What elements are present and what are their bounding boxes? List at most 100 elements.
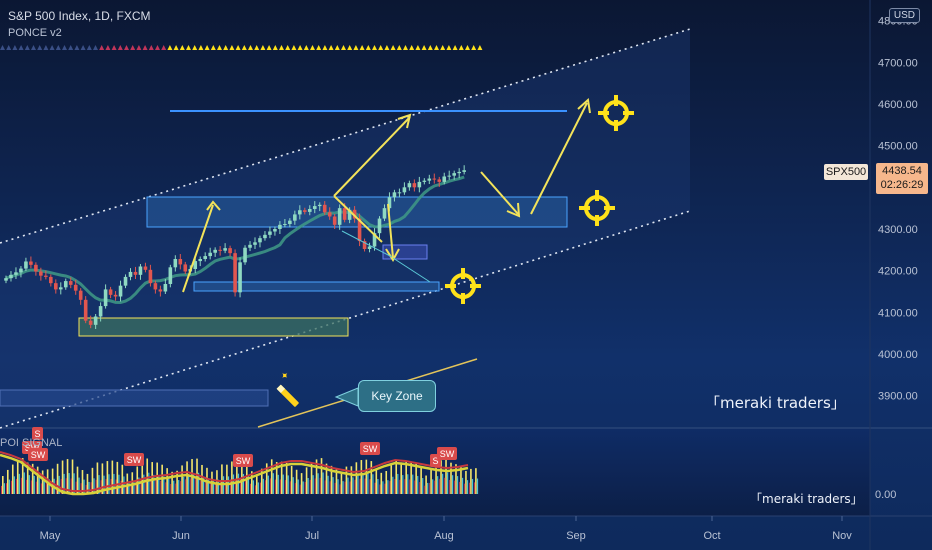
oscillator-bar-secondary [3, 483, 5, 494]
oscillator-bar [475, 468, 477, 494]
oscillator-bar-tertiary [130, 484, 132, 494]
oscillator-bar [231, 461, 233, 494]
oscillator-bar-tertiary [409, 479, 411, 494]
price-tick-label: 4500.00 [878, 141, 918, 153]
candle-body [422, 180, 427, 182]
support-zone[interactable] [193, 281, 440, 292]
oscillator-bar-tertiary [404, 479, 406, 494]
candle-body [173, 258, 178, 268]
oscillator-bar [76, 466, 79, 494]
candle-body [278, 224, 282, 229]
oscillator-bar [16, 460, 19, 494]
oscillator-bar-tertiary [1, 485, 2, 494]
oscillator-bar-tertiary [125, 484, 127, 494]
projection-arrows [182, 98, 591, 293]
candle-body [447, 175, 452, 177]
signal-triangle [37, 45, 43, 50]
signal-triangle [55, 45, 61, 50]
signal-triangle [49, 45, 55, 50]
signal-triangle [260, 45, 266, 50]
oscillator-bar-secondary [262, 478, 264, 494]
oscillator-bar-secondary [302, 481, 304, 494]
oscillator-bar-secondary [297, 479, 299, 494]
candle-body [14, 272, 18, 275]
oscillator-bar-secondary [113, 473, 115, 494]
oscillator-bar-secondary [362, 473, 364, 494]
oscillator-bar-tertiary [469, 482, 471, 494]
currency-button[interactable]: USD [888, 8, 920, 23]
time-tick-label: Aug [434, 530, 454, 542]
oscillator-bar-secondary [73, 473, 75, 494]
oscillator-bar-secondary [168, 478, 170, 494]
small-zone[interactable] [382, 244, 428, 260]
candle-body [248, 244, 252, 248]
oscillator-bar-tertiary [205, 482, 207, 494]
oscillator-bar-tertiary [160, 480, 162, 494]
oscillator-bar-tertiary [250, 483, 251, 494]
signal-badge-text: SW [440, 449, 455, 459]
signal-triangle [148, 45, 154, 50]
oscillator-bar-tertiary [15, 478, 17, 494]
oscillator-bar-secondary [48, 479, 50, 494]
demand-zone[interactable] [78, 317, 349, 337]
time-axis[interactable]: May Jun Jul Aug Sep Oct Nov [40, 516, 853, 542]
oscillator-bar-tertiary [344, 481, 346, 494]
signal-triangle [390, 45, 396, 50]
candle-body [342, 208, 347, 220]
oscillator-bar [440, 460, 442, 494]
indicator-name[interactable]: PONCE v2 [8, 27, 62, 39]
signal-badge [28, 448, 48, 461]
oscillator-bar [6, 469, 9, 494]
oscillator-bar-tertiary [374, 482, 376, 494]
candle-body [193, 261, 198, 269]
brand-watermark: 「meraki traders」 [705, 394, 846, 412]
oscillator-bar-tertiary [65, 478, 67, 494]
oscillator-bar-tertiary [259, 482, 261, 494]
lower-zone[interactable] [0, 389, 269, 407]
oscillator-bar-secondary [327, 475, 329, 494]
candle-body [123, 276, 128, 286]
oscillator-bar-tertiary [379, 484, 381, 494]
key-zone-callout[interactable]: Key Zone [358, 380, 436, 412]
symbol-title[interactable]: S&P 500 Index, 1D, FXCM [8, 9, 151, 23]
oscillator-bar-secondary [8, 479, 10, 494]
oscillator-bar [350, 466, 353, 494]
candle-body [168, 267, 173, 284]
oscillator-bar [360, 460, 363, 494]
brand-watermark-small: 「meraki traders」 [750, 492, 863, 506]
oscillator-bar-secondary [23, 472, 25, 494]
candle-body [417, 181, 422, 188]
supply-zone[interactable] [146, 196, 568, 228]
signal-triangle [117, 45, 123, 50]
oscillator-bar-secondary [387, 480, 389, 494]
oscillator-bar-secondary [422, 478, 424, 494]
oscillator-bar [465, 470, 467, 494]
oscillator-bar-tertiary [264, 480, 266, 494]
oscillator-bar-secondary [247, 475, 250, 494]
oscillator-bar [186, 461, 188, 494]
signal-triangle [421, 45, 427, 50]
channel-upper-line[interactable] [0, 28, 691, 244]
candle-body [29, 261, 33, 265]
oscillator-bar [66, 459, 69, 494]
signal-triangle [80, 45, 86, 50]
signal-badge-text: SW [363, 444, 378, 454]
candle-body [258, 238, 262, 243]
candle-body [427, 178, 432, 181]
signal-triangle [12, 45, 18, 50]
candles [4, 165, 466, 329]
signal-triangle [303, 45, 309, 50]
oscillator-bar-tertiary [225, 480, 227, 494]
oscillator-bar-tertiary [185, 479, 187, 494]
oscillator-bar-secondary [322, 472, 324, 494]
oscillator-bar-tertiary [399, 479, 401, 494]
oscillator-bar-tertiary [359, 478, 361, 494]
oscillator-bar-secondary [282, 474, 284, 494]
candle-body [9, 274, 13, 279]
candle-body [317, 204, 322, 207]
subpanel-label[interactable]: POI SIGNAL [0, 437, 63, 449]
signal-badge-text: S [34, 429, 40, 439]
oscillator-bar [280, 461, 283, 494]
signal-triangle [167, 45, 173, 50]
